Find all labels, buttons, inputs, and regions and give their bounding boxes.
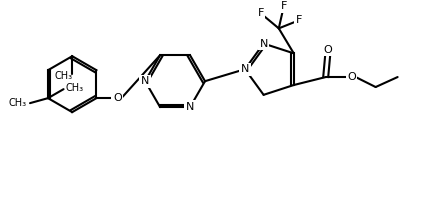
Text: CH₃: CH₃ — [54, 71, 72, 81]
Text: F: F — [280, 1, 287, 11]
Text: N: N — [241, 64, 249, 74]
Text: CH₃: CH₃ — [9, 98, 27, 108]
Text: F: F — [296, 15, 302, 25]
Text: N: N — [259, 38, 268, 48]
Text: O: O — [347, 72, 356, 82]
Text: F: F — [258, 8, 264, 18]
Text: N: N — [186, 102, 194, 112]
Text: CH₃: CH₃ — [65, 83, 83, 93]
Text: N: N — [141, 76, 149, 86]
Text: O: O — [323, 45, 332, 55]
Text: O: O — [113, 93, 122, 103]
